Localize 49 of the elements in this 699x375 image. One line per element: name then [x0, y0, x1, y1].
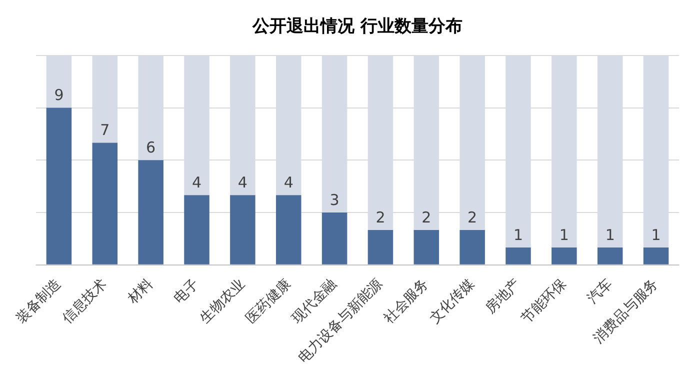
bar	[322, 55, 348, 213]
bar	[597, 247, 623, 264]
x-tick-label: 材料	[124, 276, 156, 308]
bar	[414, 230, 440, 264]
bar	[368, 55, 394, 230]
bar	[552, 247, 577, 264]
bar	[230, 195, 256, 264]
chart-title: 公开退出情况 行业数量分布	[252, 16, 462, 37]
bar	[506, 247, 531, 264]
x-tick-label: 装备制造	[13, 276, 64, 327]
bar	[276, 55, 302, 196]
bar	[46, 55, 72, 108]
bar	[643, 55, 669, 248]
bar	[506, 55, 531, 248]
data-label: 6	[146, 138, 156, 157]
bar	[230, 55, 256, 196]
bar	[276, 195, 302, 264]
data-label: 1	[605, 226, 615, 244]
bar	[92, 142, 118, 264]
data-label: 9	[54, 86, 64, 104]
data-label: 3	[330, 190, 340, 209]
bar	[92, 55, 118, 143]
bar	[460, 55, 485, 230]
bar	[322, 212, 348, 264]
bar	[552, 55, 577, 248]
data-label: 2	[376, 208, 386, 226]
bar	[46, 108, 72, 264]
x-tick-label: 文化传媒	[426, 276, 478, 327]
bar	[368, 230, 394, 264]
x-tick-label: 电子	[171, 276, 202, 308]
bar	[184, 195, 210, 264]
bar	[138, 160, 164, 264]
bar	[460, 230, 485, 264]
bar	[597, 55, 623, 248]
data-label: 1	[559, 226, 569, 244]
bar	[643, 247, 669, 264]
data-label: 2	[468, 208, 478, 226]
bar	[184, 55, 210, 196]
data-label: 4	[284, 173, 294, 192]
data-label: 1	[513, 226, 524, 244]
data-label: 2	[422, 208, 432, 226]
data-label: 4	[192, 173, 202, 192]
x-tick-label: 汽车	[584, 276, 616, 308]
data-label: 7	[100, 121, 110, 140]
x-tick-label: 节能环保	[518, 276, 570, 327]
bar	[414, 55, 440, 230]
data-label: 1	[651, 226, 661, 244]
bar	[138, 55, 164, 160]
data-label: 4	[238, 173, 248, 192]
